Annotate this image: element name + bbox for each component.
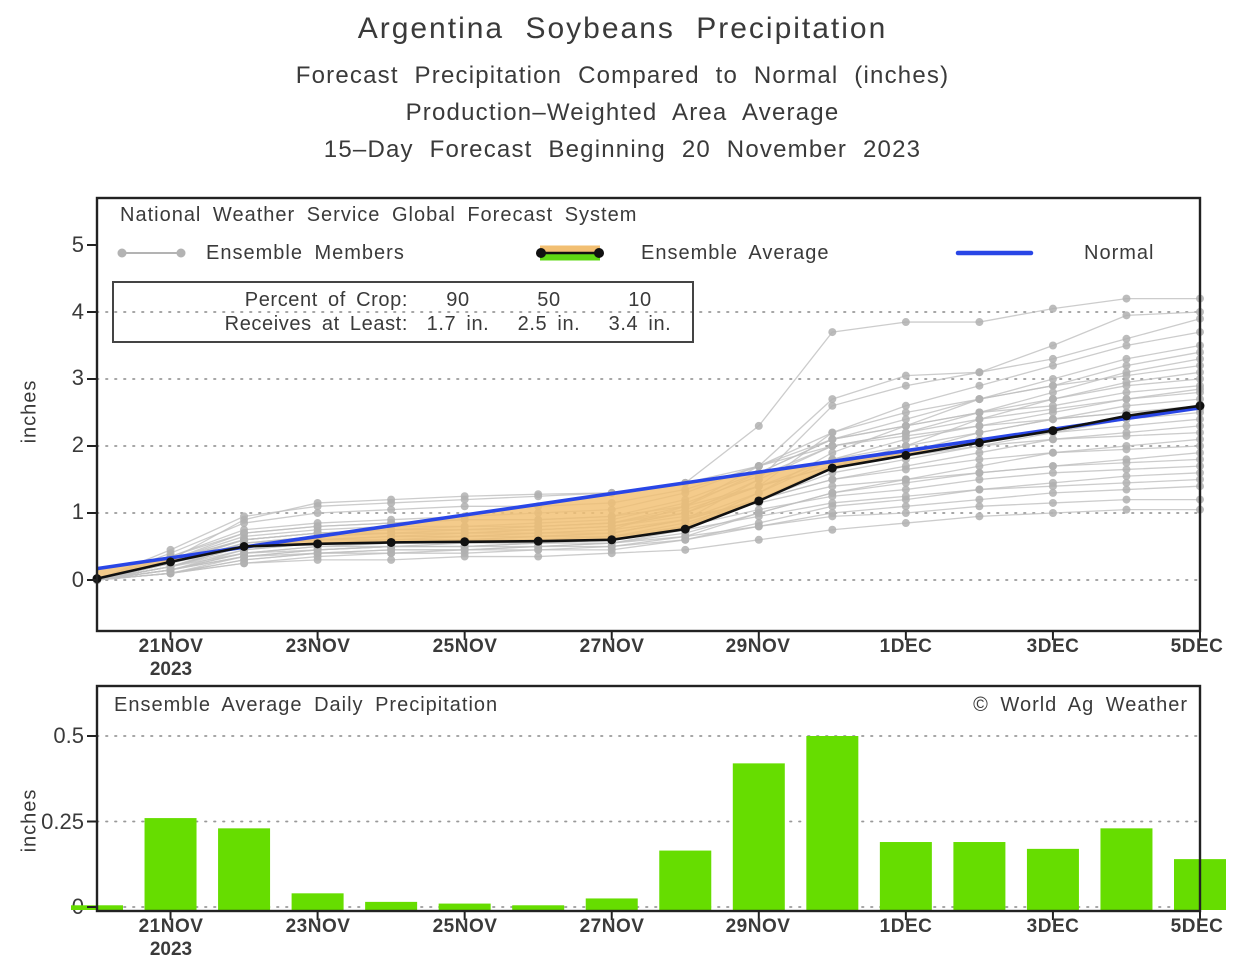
legend-ensemble-average-label: Ensemble Average (641, 242, 830, 264)
top-x-tick-29nov: 29NOV (725, 636, 791, 657)
bottom-chart-title: Ensemble Average Daily Precipitation (114, 694, 499, 716)
bottom-x-tick-27nov: 27NOV (579, 916, 645, 937)
data-source-label: National Weather Service Global Forecast… (120, 204, 638, 226)
top-y-tick-2: 2 (71, 432, 84, 457)
subtitle-area-average: Production–Weighted Area Average (405, 99, 840, 126)
top-x-tick-25nov: 25NOV (432, 636, 498, 657)
top-x-tick-23nov: 23NOV (285, 636, 351, 657)
crop-percent-50: 50 (537, 288, 561, 311)
copyright-credit: © World Ag Weather (973, 694, 1188, 716)
bottom-x-tick-29nov: 29NOV (725, 916, 791, 937)
subtitle-forecast: Forecast Precipitation Compared to Norma… (295, 62, 950, 89)
page-title: Argentina Soybeans Precipitation (357, 12, 888, 45)
top-x-tick-27nov: 27NOV (579, 636, 645, 657)
bottom-x-tick-23nov: 23NOV (285, 916, 351, 937)
bottom-y-tick-025: 0.25 (41, 809, 84, 834)
crop-amount-90: 1.7 in. (426, 312, 490, 335)
crop-percent-10: 10 (628, 288, 652, 311)
crop-percent-90: 90 (446, 288, 470, 311)
top-x-year-label: 2023 (149, 659, 193, 680)
bottom-x-tick-21nov: 21NOV (138, 916, 204, 937)
crop-amount-50: 2.5 in. (517, 312, 581, 335)
subtitle-forecast-period: 15–Day Forecast Beginning 20 November 20… (323, 136, 922, 163)
top-y-tick-5: 5 (71, 232, 84, 257)
crop-box-row1-label: Percent of Crop: (244, 288, 408, 311)
bottom-x-tick-1dec: 1DEC (879, 916, 933, 937)
top-x-tick-1dec: 1DEC (879, 636, 933, 657)
bottom-y-tick-05: 0.5 (53, 723, 84, 748)
crop-box-row2-label: Receives at Least: (224, 312, 408, 335)
crop-amount-10: 3.4 in. (608, 312, 672, 335)
top-x-tick-5dec: 5DEC (1170, 636, 1224, 657)
bottom-chart-plot (71, 684, 1226, 920)
bottom-x-year-label: 2023 (149, 939, 193, 960)
top-y-tick-0: 0 (71, 567, 84, 592)
top-chart-plot (87, 196, 1205, 640)
legend-ensemble-members-label: Ensemble Members (206, 242, 405, 264)
top-x-tick-3dec: 3DEC (1026, 636, 1080, 657)
bottom-x-tick-3dec: 3DEC (1026, 916, 1080, 937)
top-x-tick-21nov: 21NOV (138, 636, 204, 657)
top-y-tick-1: 1 (71, 499, 84, 524)
bottom-x-tick-25nov: 25NOV (432, 916, 498, 937)
top-y-tick-3: 3 (71, 365, 84, 390)
top-y-tick-4: 4 (71, 299, 84, 324)
bottom-x-tick-5dec: 5DEC (1170, 916, 1224, 937)
percent-of-crop-box: Percent of Crop: 90 50 10 Receives at Le… (112, 281, 694, 343)
legend-normal-label: Normal (1084, 242, 1155, 264)
